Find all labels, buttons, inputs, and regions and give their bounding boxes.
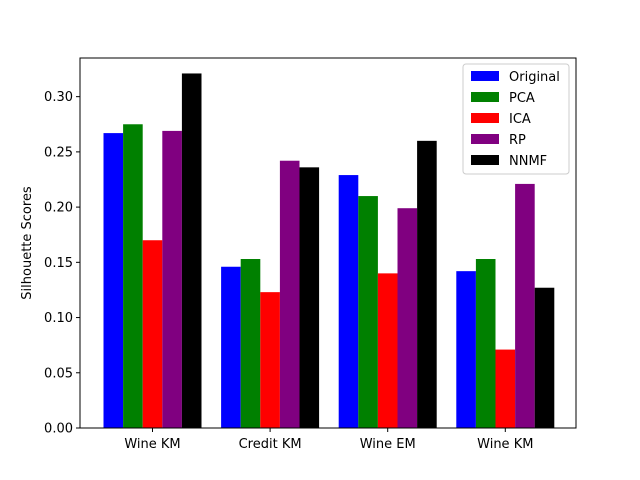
bar-nnmf-0 — [181, 73, 202, 429]
y-tick-label: 0.10 — [44, 311, 73, 326]
legend-swatch-original — [471, 71, 499, 81]
x-tick-label: Wine KM — [477, 437, 533, 452]
bar-ica-1 — [260, 292, 280, 428]
y-tick-label: 0.25 — [44, 145, 73, 160]
legend-swatch-nnmf — [471, 155, 499, 165]
bar-rp-2 — [397, 208, 418, 428]
y-axis-label: Silhouette Scores — [20, 186, 35, 300]
plot-frame — [79, 57, 577, 429]
bar-nnmf-2 — [417, 140, 437, 428]
legend-swatch-rp — [471, 134, 499, 144]
y-tick-label: 0.15 — [44, 256, 73, 271]
y-tick-label: 0.30 — [44, 90, 73, 105]
legend-swatch-ica — [471, 113, 499, 123]
bar-rp-3 — [515, 183, 535, 428]
bar-ica-0 — [142, 240, 163, 428]
bar-ica-3 — [495, 349, 516, 428]
bar-original-1 — [221, 266, 241, 428]
legend-label-rp: RP — [509, 133, 526, 148]
bars-group — [103, 73, 555, 429]
bar-pca-2 — [358, 196, 378, 428]
y-tick-label: 0.20 — [44, 201, 73, 216]
legend-label-original: Original — [509, 70, 560, 85]
legend-swatch-pca — [471, 92, 499, 102]
bar-pca-1 — [240, 259, 261, 428]
bar-original-2 — [338, 175, 359, 428]
x-tick-label: Wine KM — [124, 437, 180, 452]
bar-pca-3 — [475, 259, 496, 428]
bar-original-0 — [103, 133, 124, 428]
bar-rp-0 — [162, 130, 182, 428]
legend-frame — [462, 63, 570, 175]
bar-pca-0 — [123, 124, 143, 429]
axes-group: 0.00 0.05 0.10 0.15 0.20 0.25 0.30 Wine KM Credi… — [44, 57, 577, 452]
x-tick-label: Credit KM — [239, 437, 302, 452]
legend: Original PCA ICA RP NNMF — [462, 63, 570, 175]
bar-original-3 — [456, 271, 476, 428]
bar-nnmf-3 — [534, 287, 555, 428]
bar-ica-2 — [377, 273, 398, 428]
bar-nnmf-1 — [299, 167, 320, 428]
y-tick-label: 0.05 — [44, 366, 73, 381]
legend-label-ica: ICA — [509, 112, 531, 127]
x-tick-label: Wine EM — [360, 437, 416, 452]
legend-label-nnmf: NNMF — [509, 154, 547, 169]
y-tick-label: 0.00 — [44, 422, 73, 437]
bar-rp-1 — [279, 160, 300, 428]
legend-label-pca: PCA — [509, 91, 535, 106]
